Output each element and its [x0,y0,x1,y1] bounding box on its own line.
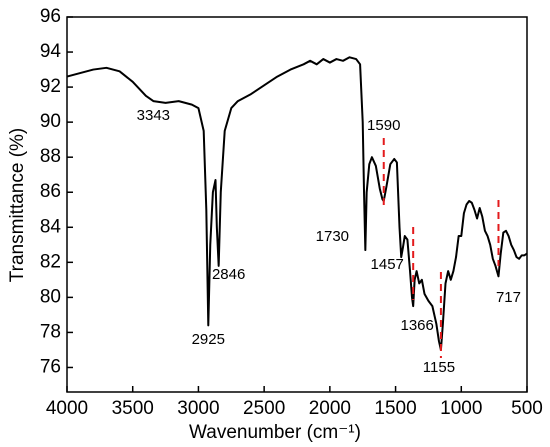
peak-label: 1730 [316,228,349,245]
plot-frame [66,16,528,393]
y-tick-label: 96 [40,6,61,27]
x-tick-label: 500 [511,398,543,419]
peak-label: 1590 [367,117,400,134]
peak-label: 1457 [371,256,404,273]
y-tick-label: 84 [40,216,62,237]
x-axis-label: Wavenumber (cm⁻¹) [189,422,361,443]
y-tick-label: 94 [40,41,62,62]
spectrum-line [66,56,528,351]
peak-label: 3343 [137,107,170,124]
peak-label: 1155 [423,359,455,376]
y-tick-label: 92 [40,76,61,97]
x-tick-label: 2000 [309,398,351,419]
x-tick-label: 2500 [243,398,285,419]
x-tick-label: 3000 [177,398,219,419]
peak-label: 717 [496,289,521,306]
y-tick-label: 86 [40,181,61,202]
y-axis-label: Transmittance (%) [7,128,28,283]
x-tick-label: 1000 [440,398,482,419]
x-tick-label: 1500 [374,398,416,419]
peak-label: 2846 [212,266,245,283]
y-tick-label: 80 [40,286,61,307]
peak-label: 2925 [192,331,225,348]
y-tick-label: 82 [40,251,61,272]
y-tick-label: 76 [40,356,61,377]
peak-label: 1366 [400,317,433,334]
y-tick-label: 90 [40,111,61,132]
y-tick-label: 78 [40,321,61,342]
y-tick-label: 88 [40,146,61,167]
x-tick-label: 4000 [46,398,88,419]
x-tick-label: 3500 [112,398,154,419]
